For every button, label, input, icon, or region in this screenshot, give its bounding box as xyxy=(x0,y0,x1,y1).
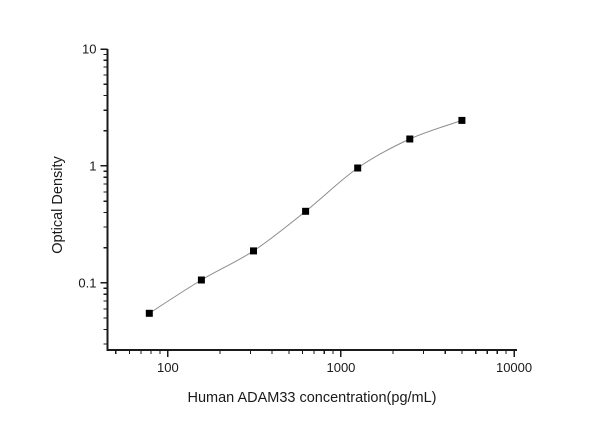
x-tick-label: 1000 xyxy=(326,360,355,375)
data-point-marker xyxy=(250,247,257,255)
data-point-marker xyxy=(354,164,362,172)
data-point-marker xyxy=(458,116,466,124)
x-axis-title: Human ADAM33 concentration(pg/mL) xyxy=(187,390,436,406)
data-point-marker xyxy=(302,207,310,215)
y-tick-label: 10 xyxy=(82,42,96,57)
fit-curve xyxy=(149,119,463,314)
chart-generated-layer: 100 1000 10000 0.1 1 10 xyxy=(78,42,532,376)
data-point-marker xyxy=(406,135,414,143)
data-point-marker xyxy=(145,309,153,317)
y-tick-label: 1 xyxy=(89,158,96,173)
x-tick-label: 10000 xyxy=(496,360,532,375)
x-tick-label: 100 xyxy=(157,360,179,375)
y-axis-title: Optical Density xyxy=(50,156,66,254)
data-point-marker xyxy=(197,276,205,284)
y-tick-label: 0.1 xyxy=(78,275,96,290)
